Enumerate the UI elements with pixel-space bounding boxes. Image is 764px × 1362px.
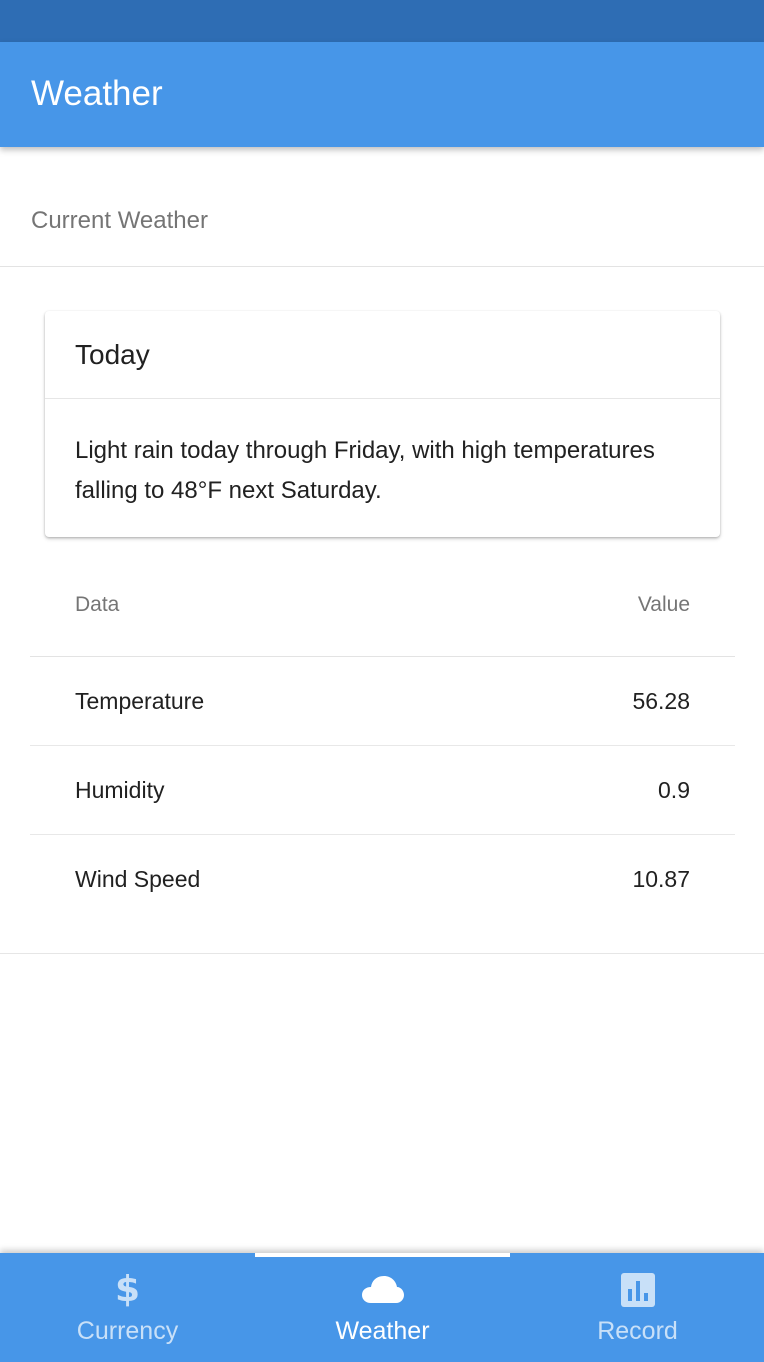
column-header-data: Data <box>75 593 120 616</box>
active-tab-indicator <box>255 1253 510 1257</box>
row-value: 56.28 <box>632 688 690 714</box>
forecast-summary: Light rain today through Friday, with hi… <box>75 437 655 504</box>
table-row-temperature: Temperature 56.28 <box>30 657 735 746</box>
row-value: 0.9 <box>658 777 690 803</box>
content-divider <box>0 953 764 954</box>
tab-label: Record <box>597 1317 678 1345</box>
table-row-humidity: Humidity 0.9 <box>30 746 735 835</box>
section-title: Current Weather <box>31 207 208 234</box>
bar-chart-icon <box>616 1271 660 1309</box>
row-label: Wind Speed <box>75 866 201 892</box>
table-header: Data Value <box>30 560 735 657</box>
table-row-wind-speed: Wind Speed 10.87 <box>30 835 735 924</box>
card-header: Today <box>45 311 720 399</box>
weather-data-table: Data Value Temperature 56.28 Humidity 0.… <box>30 560 735 924</box>
row-label: Humidity <box>75 777 165 803</box>
tab-label: Weather <box>335 1317 430 1345</box>
dollar-icon: $ <box>114 1269 141 1310</box>
tab-label: Currency <box>76 1317 179 1345</box>
column-header-value: Value <box>637 593 690 616</box>
app-bar: Weather <box>0 42 764 147</box>
forecast-card: Today Light rain today through Friday, w… <box>45 311 720 537</box>
page-title: Weather <box>31 74 163 113</box>
tab-weather[interactable]: Weather <box>255 1253 510 1362</box>
row-value: 10.87 <box>632 866 690 892</box>
bottom-tab-bar: $ Currency Weather Record <box>0 1253 764 1362</box>
card-title: Today <box>75 339 150 370</box>
status-bar <box>0 0 764 42</box>
tab-record[interactable]: Record <box>510 1253 764 1362</box>
cloud-icon <box>361 1271 405 1309</box>
row-label: Temperature <box>75 688 205 714</box>
section-header: Current Weather <box>0 147 764 267</box>
tab-currency[interactable]: $ Currency <box>0 1253 255 1362</box>
